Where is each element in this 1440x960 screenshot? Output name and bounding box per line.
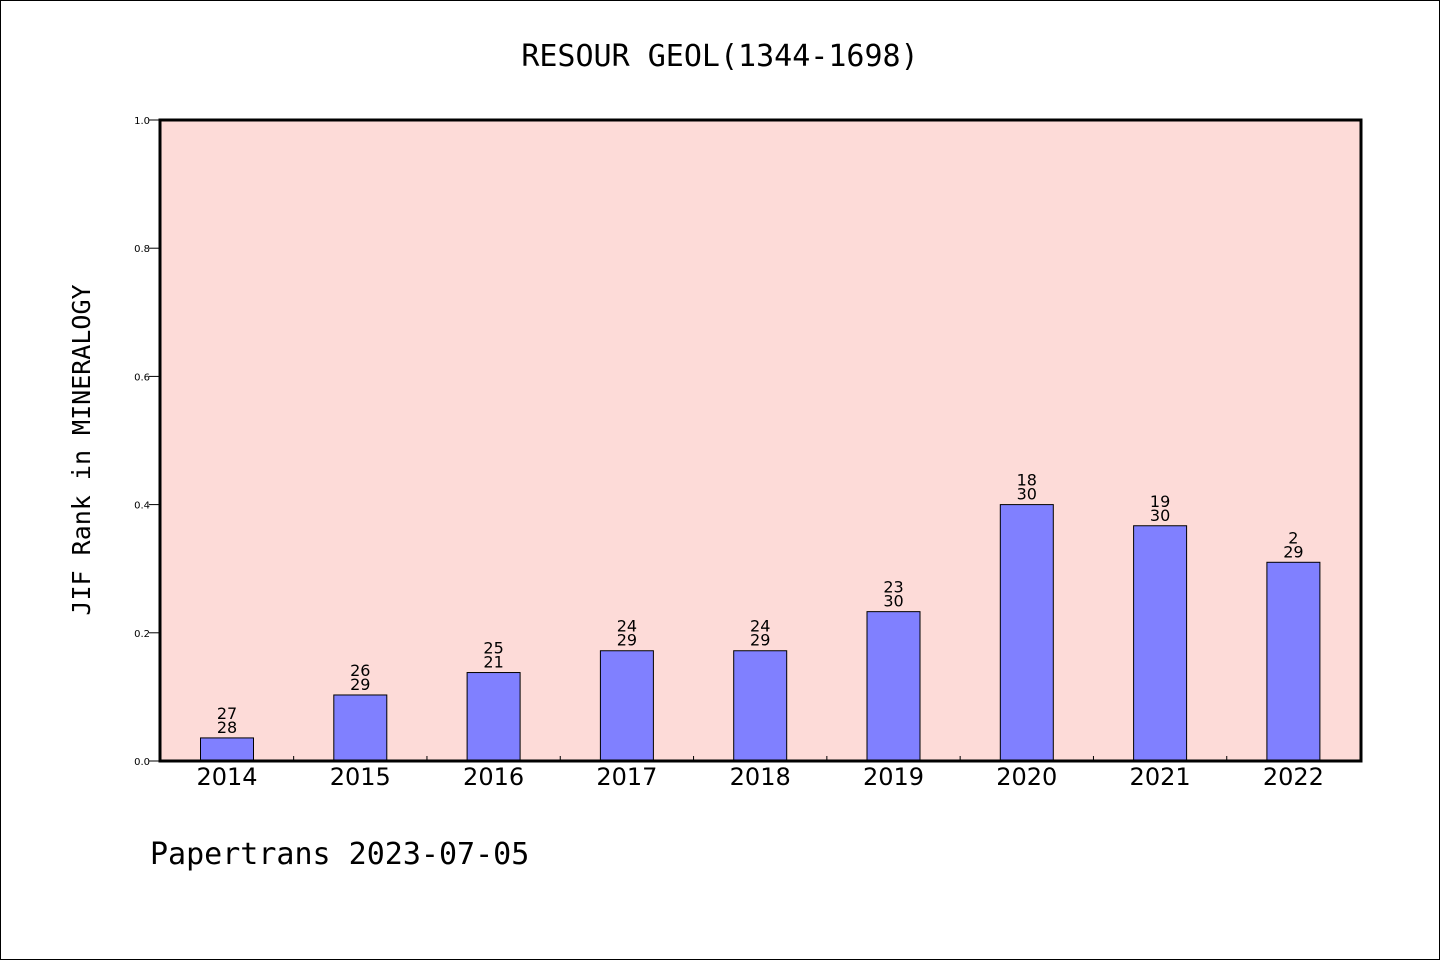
data-label-bottom-2018: 29: [750, 631, 770, 650]
data-label-top-2017: 24: [617, 617, 637, 636]
data-label-bottom-2017: 29: [617, 631, 637, 650]
data-label-bottom-2022: 29: [1283, 542, 1303, 561]
bar-2014: [200, 737, 254, 762]
data-label-top-2014: 27: [217, 704, 237, 723]
x-tick-label-2018: 2018: [730, 763, 791, 791]
y-tick-label-0.0: 0.0: [134, 757, 150, 768]
data-label-bottom-2021: 30: [1150, 506, 1170, 525]
bar-2015: [333, 694, 388, 762]
bar-2016: [466, 672, 521, 762]
x-tick-label-2020: 2020: [996, 763, 1057, 791]
x-tick-label-2017: 2017: [596, 763, 657, 791]
data-label-top-2015: 26: [350, 661, 370, 680]
data-label-bottom-2015: 29: [350, 675, 370, 694]
data-label-top-2022: 2: [1288, 528, 1298, 547]
x-tick-label-2014: 2014: [196, 763, 257, 791]
y-axis-label: JIF Rank in MINERALOGY: [67, 284, 96, 615]
data-label-top-2020: 18: [1017, 471, 1037, 490]
y-tick-label-0.8: 0.8: [134, 244, 150, 255]
chart-title: RESOUR GEOL(1344-1698): [521, 39, 918, 74]
x-tick-label-2022: 2022: [1263, 763, 1324, 791]
y-tick-label-0.4: 0.4: [134, 501, 150, 512]
bar-2019: [866, 611, 921, 762]
y-tick-label-0.6: 0.6: [134, 372, 150, 383]
bars: [200, 504, 1321, 762]
y-axis: 0.0 0.2 0.4 0.6 0.8 1.0: [134, 116, 160, 768]
data-label-top-2018: 24: [750, 617, 770, 636]
bar-2020: [999, 504, 1054, 762]
y-tick-label-0.2: 0.2: [134, 629, 150, 640]
data-label-top-2019: 23: [883, 578, 903, 597]
x-tick-label-2019: 2019: [863, 763, 924, 791]
data-label-top-2016: 25: [483, 639, 503, 658]
x-tick-label-2021: 2021: [1130, 763, 1191, 791]
bar-2017: [599, 650, 654, 762]
data-label-bottom-2016: 21: [483, 653, 503, 672]
data-label-bottom-2019: 30: [883, 592, 903, 611]
data-label-bottom-2020: 30: [1017, 485, 1037, 504]
x-tick-label-2015: 2015: [330, 763, 391, 791]
x-axis: 2014 2015 2016 2017 2018 2019 2020 2021 2022: [196, 756, 1324, 791]
footer-credit: Papertrans 2023-07-05: [150, 837, 529, 872]
data-label-bottom-2014: 28: [217, 718, 237, 737]
bar-2022: [1266, 561, 1321, 762]
plot-border: [158, 118, 1363, 763]
bar-2018: [733, 650, 788, 762]
y-tick-label-1.0: 1.0: [134, 116, 150, 127]
x-tick-label-2016: 2016: [463, 763, 524, 791]
bar-2021: [1133, 525, 1188, 762]
data-label-top-2021: 19: [1150, 492, 1170, 511]
